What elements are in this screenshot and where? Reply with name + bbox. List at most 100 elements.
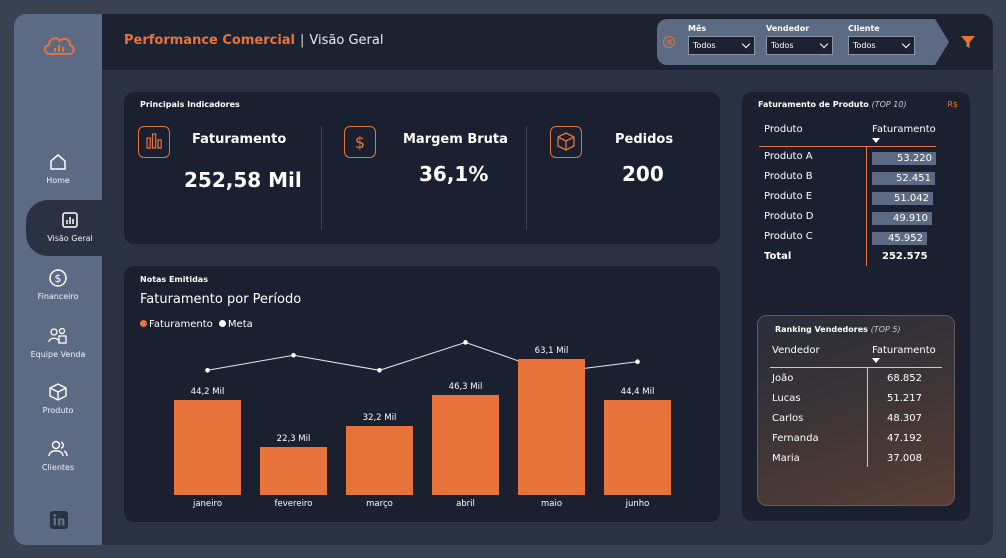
- svg-text:$: $: [355, 133, 365, 152]
- revenue-databar: 49.910: [872, 212, 932, 225]
- seller-revenue: 47.192: [887, 433, 922, 444]
- bar-janeiro[interactable]: [174, 399, 241, 495]
- bar-fevereiro[interactable]: [260, 447, 327, 495]
- filter-panel: Mês Todos Vendedor Todos Cliente Todos: [657, 19, 949, 65]
- filter-mes-select[interactable]: Todos: [688, 36, 755, 55]
- sidebar-item-produto[interactable]: Produto: [14, 382, 102, 415]
- product-revenue: 53.220: [897, 153, 932, 164]
- home-icon: [50, 154, 66, 170]
- sidebar-item-equipe-venda[interactable]: Equipe Venda: [14, 326, 102, 359]
- kpi-name: Margem Bruta: [403, 132, 508, 147]
- chevron-down-icon: [819, 39, 829, 49]
- legend-dot-faturamento: [140, 320, 147, 327]
- bar-maio[interactable]: [518, 359, 585, 495]
- bar-data-label: 32,2 Mil: [362, 412, 397, 423]
- kpi-margem-icon-box: $: [344, 126, 376, 158]
- x-tick-label: março: [366, 499, 393, 509]
- box-icon: [49, 383, 67, 401]
- filter-vendedor: Vendedor Todos: [766, 24, 833, 55]
- kpi-name: Faturamento: [192, 132, 287, 147]
- bar-abril[interactable]: [432, 395, 499, 495]
- users-icon: [48, 440, 68, 457]
- revenue-databar: 52.451: [872, 172, 935, 185]
- bar-data-label: 63,1 Mil: [534, 346, 569, 357]
- product-name: Produto C: [764, 231, 813, 242]
- chevron-down-icon: [901, 39, 911, 49]
- kpi-section-label: Principais Indicadores: [140, 100, 240, 109]
- revenue-col-header[interactable]: Faturamento: [872, 124, 936, 135]
- dashboard-frame: Home Visão Geral $ Financeiro Equipe Ven…: [14, 14, 993, 545]
- cloud-logo-icon: [44, 37, 75, 55]
- filter-cliente-select[interactable]: Todos: [848, 36, 915, 55]
- seller-col-header[interactable]: Vendedor: [772, 345, 820, 356]
- product-name: Produto A: [764, 151, 813, 162]
- total-label: Total: [764, 251, 792, 262]
- chart-section-label: Notas Emitidas: [140, 275, 208, 284]
- revenue-databar: 51.042: [872, 192, 933, 205]
- seller-name: Lucas: [772, 393, 801, 404]
- sidebar-item-home[interactable]: Home: [14, 152, 102, 185]
- sidebar: Home Visão Geral $ Financeiro Equipe Ven…: [14, 14, 114, 545]
- chart-card: Notas Emitidas Faturamento por Período F…: [124, 266, 720, 522]
- kpi-name: Pedidos: [615, 132, 674, 147]
- bar-data-label: 44,2 Mil: [190, 386, 225, 397]
- x-tick-label: junho: [625, 499, 650, 509]
- total-value: 252.575: [882, 251, 928, 262]
- divider: [321, 126, 322, 230]
- seller-revenue: 37.008: [887, 453, 922, 464]
- meta-point-fevereiro[interactable]: [291, 352, 296, 358]
- column-divider: [867, 367, 868, 467]
- meta-point-março[interactable]: [377, 368, 382, 373]
- dollar-icon: $: [355, 133, 365, 152]
- seller-name: Fernanda: [772, 433, 819, 444]
- bar-chart-icon: [146, 133, 162, 149]
- team-icon: [48, 327, 67, 344]
- seller-name: Carlos: [772, 413, 804, 424]
- filter-cliente: Cliente Todos: [848, 24, 915, 55]
- seller-name: João: [772, 373, 794, 384]
- chevron-down-icon: [741, 39, 751, 49]
- meta-point-janeiro[interactable]: [205, 368, 210, 373]
- linkedin-icon[interactable]: [50, 511, 68, 529]
- filter-funnel-icon[interactable]: [960, 34, 976, 50]
- clear-filters-icon[interactable]: [663, 36, 675, 48]
- meta-point-abril[interactable]: [463, 340, 468, 345]
- seller-revenue: 51.217: [887, 393, 922, 404]
- active-nav-highlight: [26, 200, 114, 256]
- seller-name: Maria: [772, 453, 800, 464]
- svg-text:$: $: [55, 272, 62, 285]
- sidebar-item-label: Produto: [42, 406, 74, 415]
- bar-março[interactable]: [346, 425, 413, 495]
- sidebar-item-visao-geral[interactable]: Visão Geral: [26, 210, 114, 243]
- x-tick-label: abril: [456, 499, 475, 509]
- kpi-pedidos-icon-box: [550, 126, 582, 158]
- filter-label: Mês: [688, 24, 707, 33]
- seller-revenue: 48.307: [887, 413, 922, 424]
- product-revenue: 52.451: [896, 173, 931, 184]
- sidebar-item-label: Clientes: [41, 463, 75, 472]
- meta-point-junho[interactable]: [635, 359, 640, 364]
- sidebar-item-financeiro[interactable]: $ Financeiro: [14, 268, 102, 301]
- filter-vendedor-select[interactable]: Todos: [766, 36, 833, 55]
- bar-data-label: 44,4 Mil: [620, 386, 655, 397]
- chart-title: Faturamento por Período: [140, 292, 302, 307]
- bar-junho[interactable]: [604, 399, 671, 495]
- product-col-header[interactable]: Produto: [764, 124, 803, 135]
- kpi-value: 200: [622, 162, 664, 186]
- product-revenue: 51.042: [894, 193, 929, 204]
- filter-mes: Mês Todos: [688, 24, 755, 55]
- revenue-databar: 45.952: [872, 232, 927, 245]
- revenue-col-header[interactable]: Faturamento: [872, 345, 936, 356]
- title-separator: |: [300, 33, 305, 48]
- title-subtitle: Visão Geral: [309, 33, 384, 48]
- sidebar-item-clientes[interactable]: Clientes: [14, 439, 102, 472]
- x-tick-label: maio: [540, 499, 563, 509]
- product-panel: Faturamento de Produto (TOP 10) R$ Produ…: [742, 92, 970, 521]
- product-name: Produto B: [764, 171, 813, 182]
- product-table-title: Faturamento de Produto (TOP 10): [758, 100, 907, 109]
- sidebar-item-label: Financeiro: [37, 292, 79, 301]
- kpi-value: 36,1%: [419, 162, 489, 186]
- product-revenue: 49.910: [893, 213, 928, 224]
- legend-faturamento: Faturamento: [149, 319, 213, 330]
- header-divider: [759, 146, 936, 147]
